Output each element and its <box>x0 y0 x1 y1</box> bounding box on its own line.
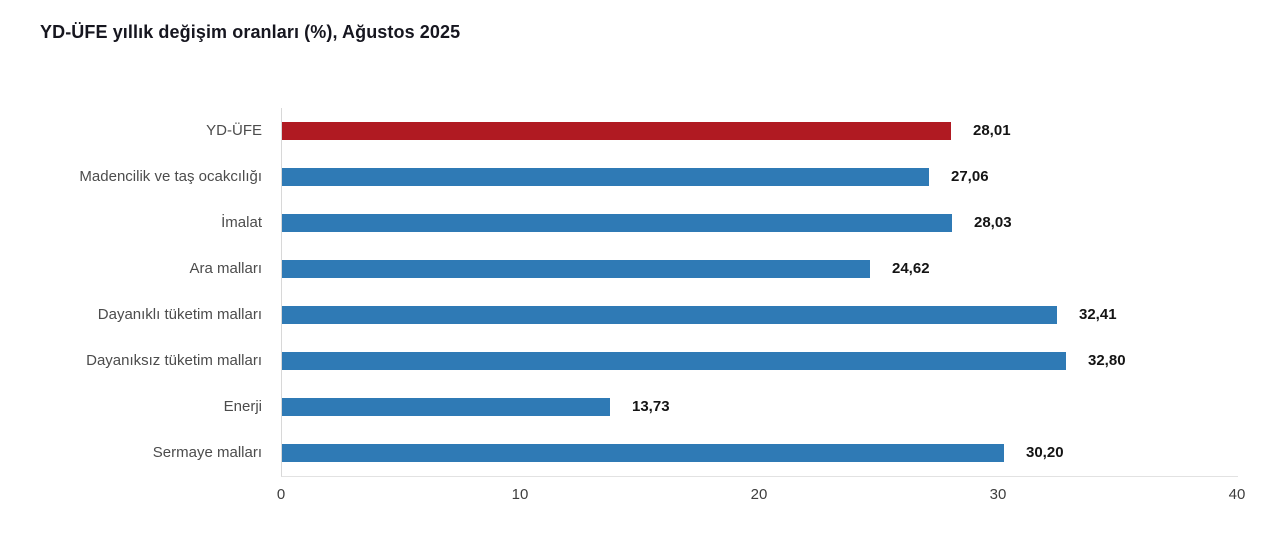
value-label: 24,62 <box>892 260 930 277</box>
x-tick-label: 0 <box>276 486 286 503</box>
value-label: 30,20 <box>1026 444 1064 461</box>
category-label: Ara malları <box>189 260 262 277</box>
chart-row: 32,80 <box>282 338 1238 384</box>
chart-row: 13,73 <box>282 384 1238 430</box>
chart-row: 28,03 <box>282 200 1238 246</box>
category-label: Sermaye malları <box>152 444 262 461</box>
x-tick-label: 20 <box>750 486 768 503</box>
plot-area: 28,01 27,06 28,03 24,62 32,41 32,80 13,73 30,20 <box>281 108 1238 477</box>
category-label: YD-ÜFE <box>206 122 262 139</box>
category-label: İmalat <box>221 214 262 231</box>
value-label: 13,73 <box>632 398 670 415</box>
category-label: Madencilik ve taş ocakcılığı <box>79 168 262 185</box>
chart-title: YD-ÜFE yıllık değişim oranları (%), Ağus… <box>40 22 461 42</box>
chart-row: 30,20 <box>282 430 1238 476</box>
y-axis-category-labels: YD-ÜFE Madencilik ve taş ocakcılığı İmalat… <box>0 108 262 476</box>
bar <box>282 122 951 140</box>
bar <box>282 260 870 278</box>
chart-row: 27,06 <box>282 154 1238 200</box>
chart-row: 28,01 <box>282 108 1238 154</box>
x-axis: 0 10 20 30 40 <box>277 486 1246 510</box>
value-label: 28,03 <box>974 214 1012 231</box>
value-label: 28,01 <box>973 122 1011 139</box>
category-label: Dayanıksız tüketim malları <box>86 352 262 369</box>
value-label: 32,41 <box>1079 306 1117 323</box>
value-label: 27,06 <box>951 168 989 185</box>
category-label: Enerji <box>223 398 262 415</box>
bar <box>282 352 1066 370</box>
category-label: Dayanıklı tüketim malları <box>97 306 262 323</box>
bar <box>282 168 929 186</box>
value-label: 32,80 <box>1088 352 1126 369</box>
x-tick-label: 40 <box>1228 486 1246 503</box>
bar <box>282 398 610 416</box>
chart-row: 24,62 <box>282 246 1238 292</box>
x-tick-label: 30 <box>989 486 1007 503</box>
x-tick-label: 10 <box>511 486 529 503</box>
bar <box>282 214 952 232</box>
chart-row: 32,41 <box>282 292 1238 338</box>
bar <box>282 444 1004 462</box>
bar <box>282 306 1057 324</box>
